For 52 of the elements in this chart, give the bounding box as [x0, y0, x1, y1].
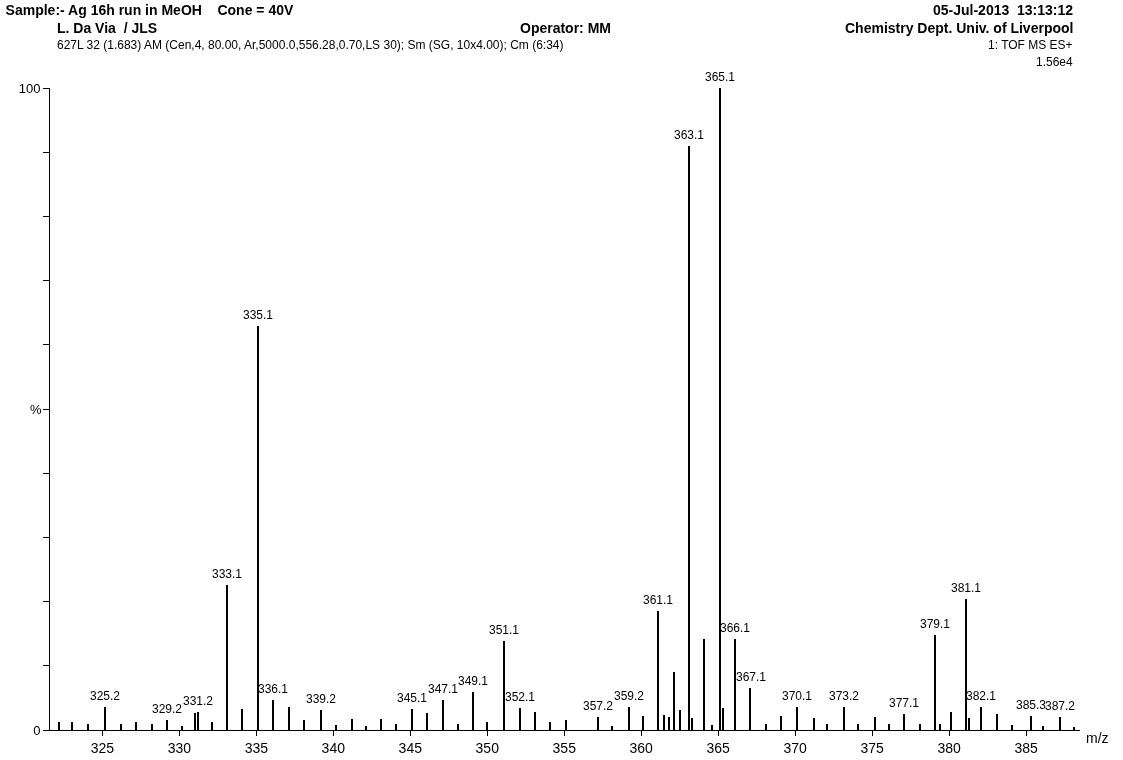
annotation: 381.1: [951, 581, 982, 595]
annotation: 347.1: [428, 682, 459, 696]
x-axis-title: m/z: [1086, 730, 1109, 746]
annotation: 377.1: [889, 696, 920, 710]
annotation: 349.1: [458, 674, 489, 688]
annotation: 387.2: [1045, 699, 1076, 713]
x-tick-label: 365: [706, 739, 731, 756]
x-tick-label: 360: [629, 739, 654, 756]
annotation: 385.3: [1016, 698, 1047, 712]
annotation: 351.1: [489, 623, 520, 637]
annotation: 329.2: [152, 702, 183, 716]
text: Operator: MM: [520, 20, 611, 36]
x-tick-label: 355: [552, 739, 577, 756]
y-tick-label: 100: [18, 80, 41, 96]
x-tick-label: 345: [398, 739, 423, 756]
annotation: 379.1: [920, 617, 951, 631]
annotation: 325.2: [90, 689, 121, 703]
x-tick-label: 330: [167, 739, 192, 756]
annotation: 331.2: [183, 694, 214, 708]
annotation: 339.2: [306, 692, 337, 706]
x-tick-label: 385: [1014, 739, 1038, 756]
chart-title: Sample:- Ag 16h run in MeOH Cone = 40V: [5, 1, 294, 18]
text: 1: TOF MS ES+: [988, 38, 1073, 52]
text: 627L 32 (1.683) AM (Cen,4, 80.00, Ar,5000.0,556.28,0.70,LS 30); Sm (SG, 10x4.00); Cm (6:34): [57, 38, 564, 52]
x-tick-label: 370: [783, 739, 808, 756]
annotation: 365.1: [705, 70, 736, 84]
text: Chemistry Dept. Univ. of Liverpool: [845, 20, 1074, 36]
annotation: 373.2: [829, 689, 860, 703]
annotation: 361.1: [643, 593, 674, 607]
annotation: 359.2: [614, 689, 645, 703]
annotation: 345.1: [397, 691, 428, 705]
y-tick-label: 0: [33, 722, 41, 738]
x-tick-label: 350: [475, 739, 500, 756]
x-tick-label: 335: [244, 739, 269, 756]
annotation: 382.1: [966, 689, 997, 703]
x-tick-label: 340: [321, 739, 346, 756]
annotation: 363.1: [674, 128, 705, 142]
annotation: 336.1: [258, 682, 289, 696]
annotation: 366.1: [720, 621, 751, 635]
x-tick-label: 380: [937, 739, 962, 756]
text: 1.56e4: [1036, 55, 1074, 69]
annotation: 333.1: [212, 567, 243, 581]
x-tick-label: 325: [90, 739, 115, 756]
y-axis-title: %: [30, 402, 42, 417]
annotation: 370.1: [782, 689, 813, 703]
annotation: 335.1: [243, 308, 274, 322]
text: L. Da Via / JLS: [57, 20, 158, 36]
annotation: 357.2: [583, 699, 614, 713]
annotation: 367.1: [736, 670, 767, 684]
annotation: 352.1: [505, 690, 536, 704]
x-tick-label: 375: [860, 739, 885, 756]
text: 05-Jul-2013 13:13:12: [933, 2, 1074, 18]
